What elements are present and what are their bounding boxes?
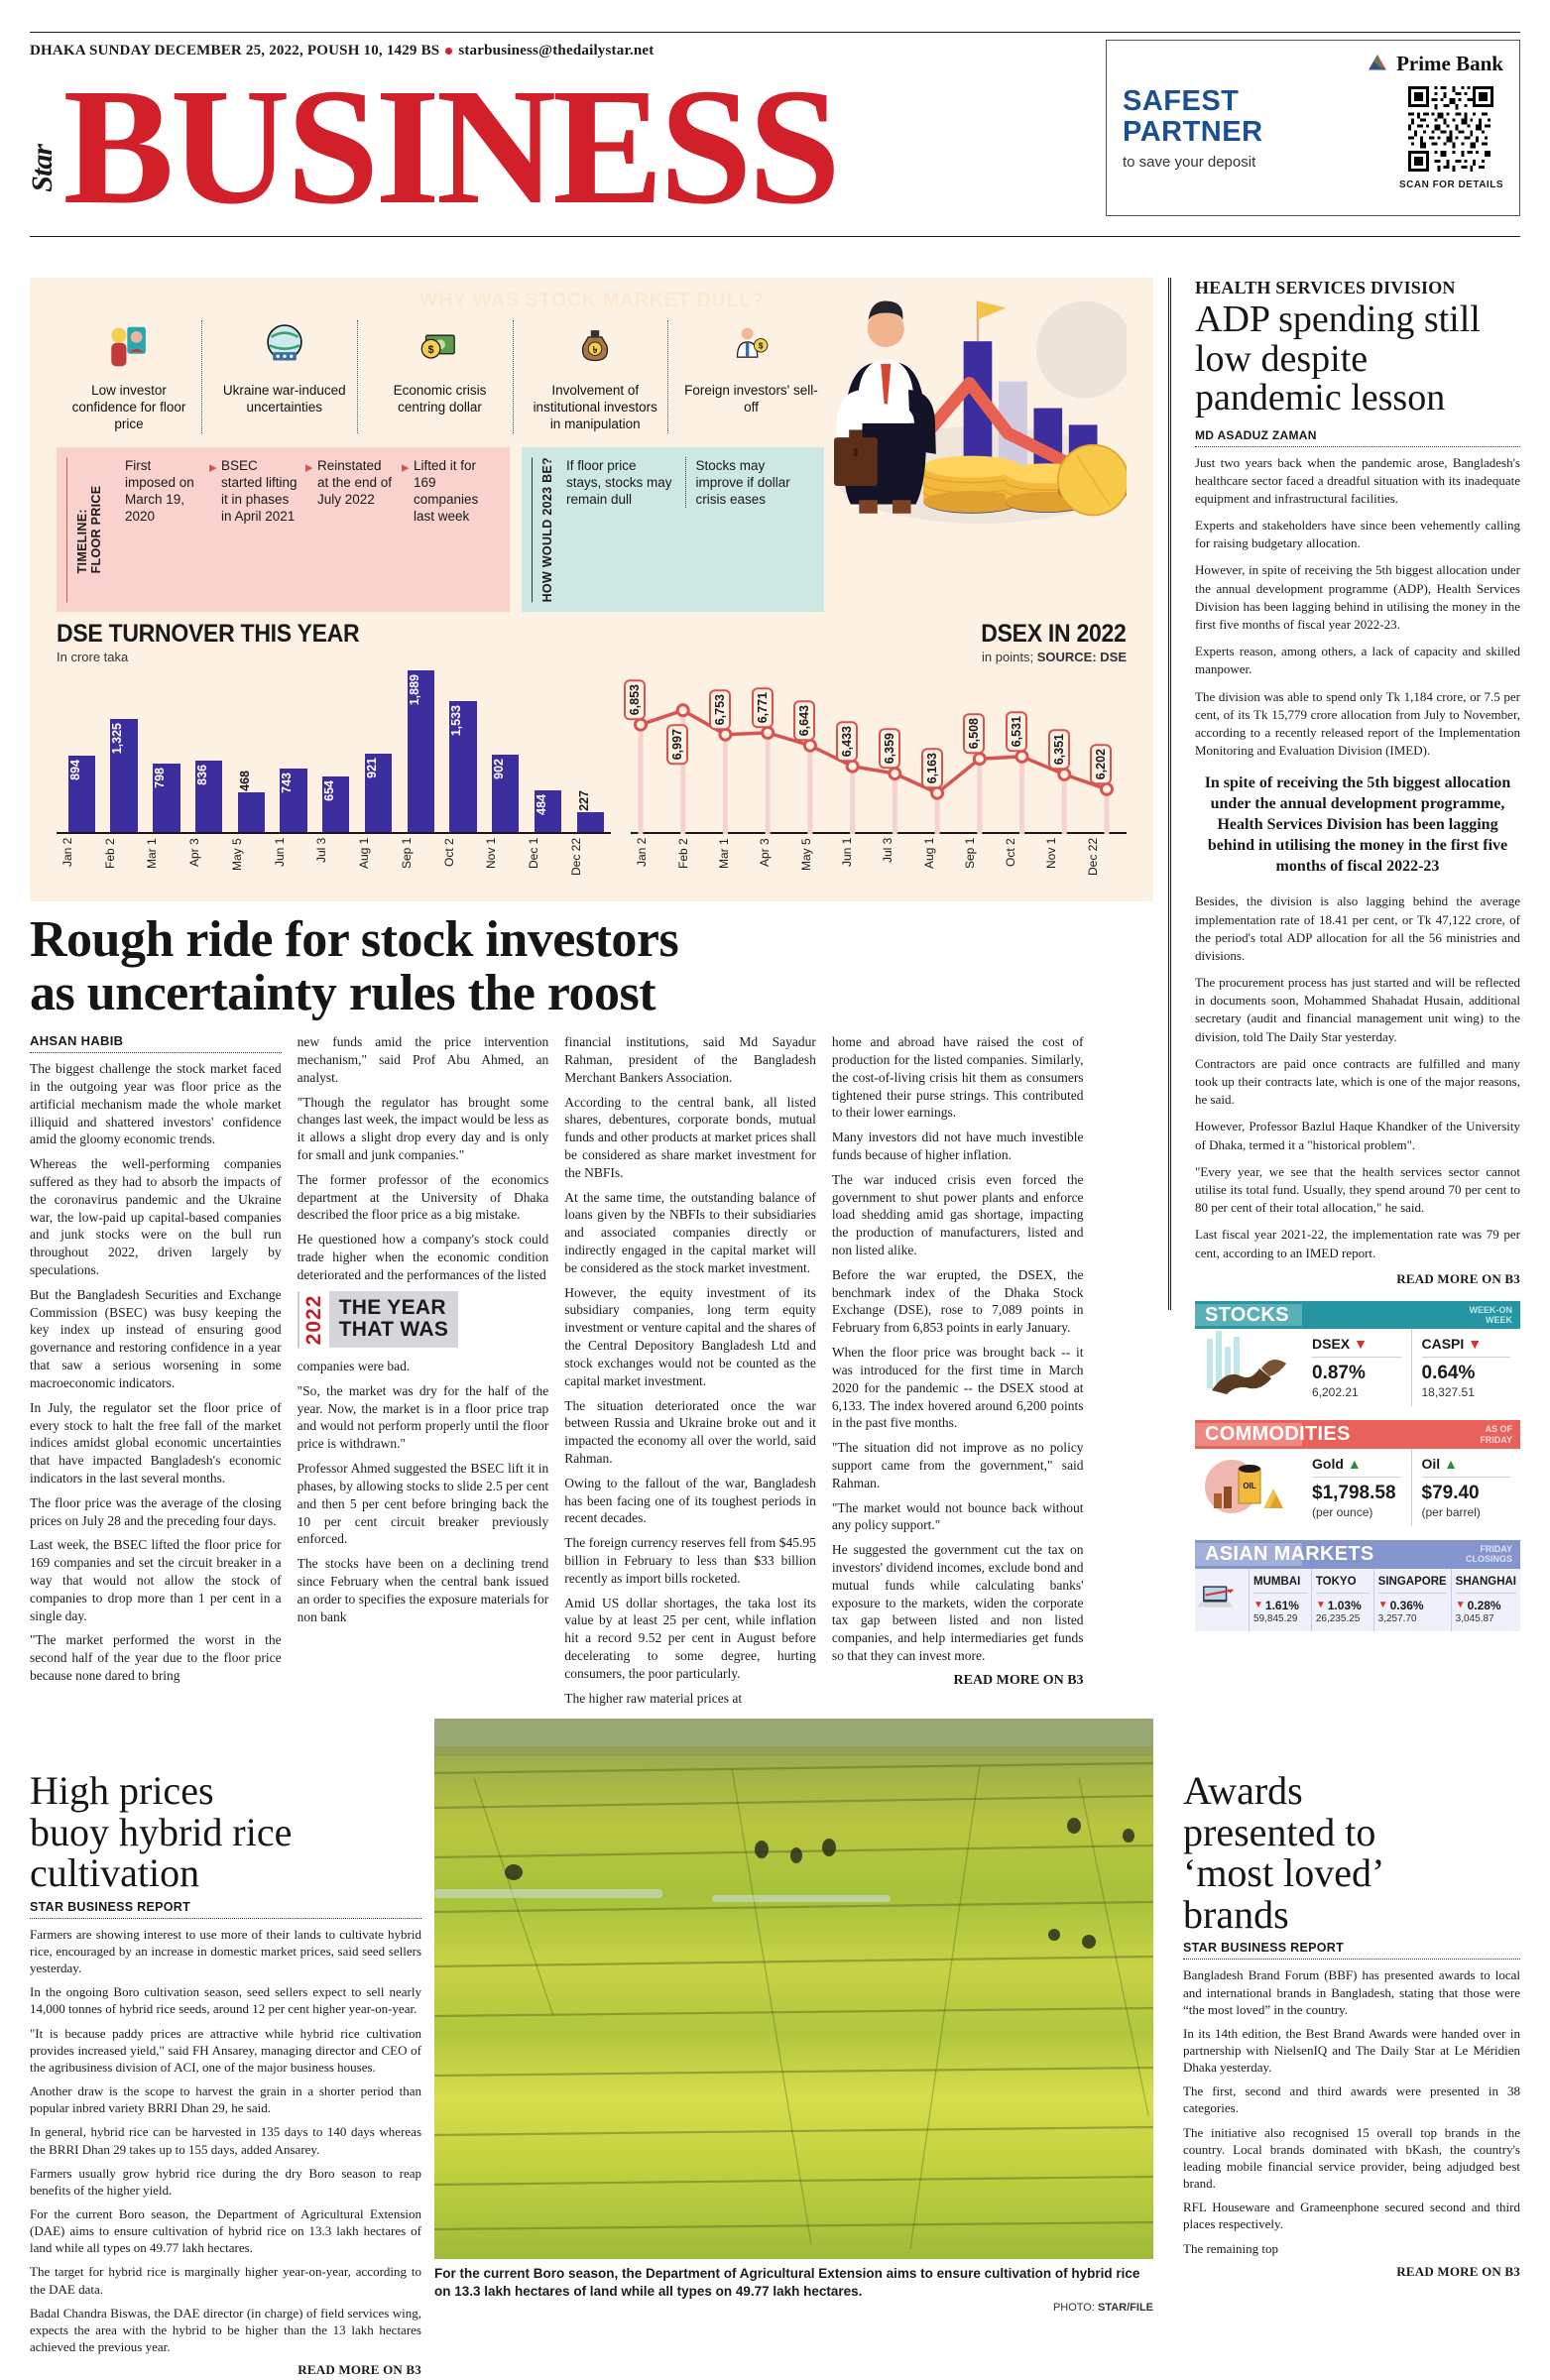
- svg-text:$: $: [759, 341, 764, 351]
- svg-text:৳: ৳: [593, 345, 598, 355]
- svg-text:$: $: [428, 344, 434, 356]
- svg-text:OIL: OIL: [1243, 1482, 1255, 1490]
